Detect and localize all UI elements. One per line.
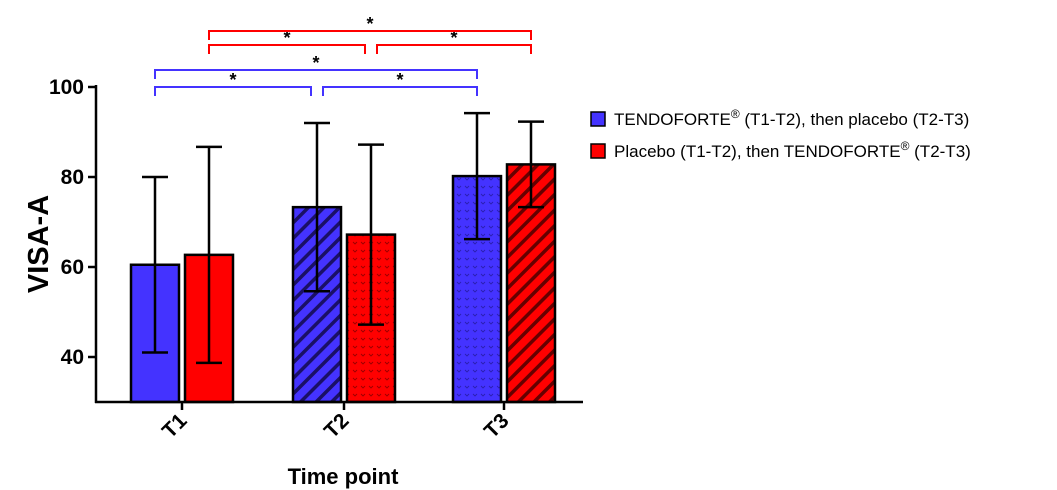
significance-star: * bbox=[450, 28, 457, 48]
significance-star: * bbox=[283, 28, 290, 48]
significance-star: * bbox=[366, 14, 373, 34]
significance-star: * bbox=[229, 70, 236, 90]
significance-star: * bbox=[312, 53, 319, 73]
legend-entry-red: Placebo (T1-T2), then TENDOFORTE® (T2-T3… bbox=[590, 139, 971, 161]
legend: TENDOFORTE® (T1-T2), then placebo (T2-T3… bbox=[590, 107, 971, 161]
error-bar-red-t3 bbox=[518, 120, 544, 209]
error-bar-blue-t3 bbox=[464, 111, 490, 241]
y-tick-label: 100 bbox=[49, 76, 84, 99]
legend-label-blue: TENDOFORTE® (T1-T2), then placebo (T2-T3… bbox=[614, 107, 969, 129]
bars bbox=[129, 163, 557, 404]
y-axis-title: VISA-A bbox=[23, 195, 55, 293]
x-axis-title: Time point bbox=[288, 464, 399, 489]
error-bar-red-t2 bbox=[358, 143, 384, 326]
significance-bracket-blue-t1-t2: * bbox=[154, 70, 312, 96]
significance-bracket-red-t2-t3: * bbox=[376, 28, 532, 54]
y-tick-label: 80 bbox=[61, 166, 84, 189]
error-bar-red-t1 bbox=[196, 145, 222, 365]
significance-bracket-blue-t2-t3: * bbox=[322, 70, 478, 96]
x-tick-label-t1: T1 bbox=[158, 409, 192, 443]
significance-bracket-red-t1-t3: * bbox=[208, 14, 532, 40]
significance-bracket-blue-t1-t3: * bbox=[154, 53, 478, 79]
x-tick-label-t3: T3 bbox=[480, 409, 514, 443]
significance-bracket-red-t1-t2: * bbox=[208, 28, 366, 54]
legend-swatch-red bbox=[590, 143, 606, 159]
significance-star: * bbox=[396, 70, 403, 90]
error-bars bbox=[142, 111, 544, 365]
y-tick-label: 60 bbox=[61, 256, 84, 279]
error-bar-blue-t2 bbox=[304, 121, 330, 293]
y-tick-label: 40 bbox=[61, 346, 84, 369]
x-tick-label-t2: T2 bbox=[320, 409, 354, 443]
legend-label-red: Placebo (T1-T2), then TENDOFORTE® (T2-T3… bbox=[614, 139, 971, 161]
error-bar-blue-t1 bbox=[142, 175, 168, 354]
legend-swatch-blue bbox=[590, 111, 606, 127]
legend-entry-blue: TENDOFORTE® (T1-T2), then placebo (T2-T3… bbox=[590, 107, 969, 129]
significance-brackets: * * * * * * bbox=[154, 14, 532, 96]
